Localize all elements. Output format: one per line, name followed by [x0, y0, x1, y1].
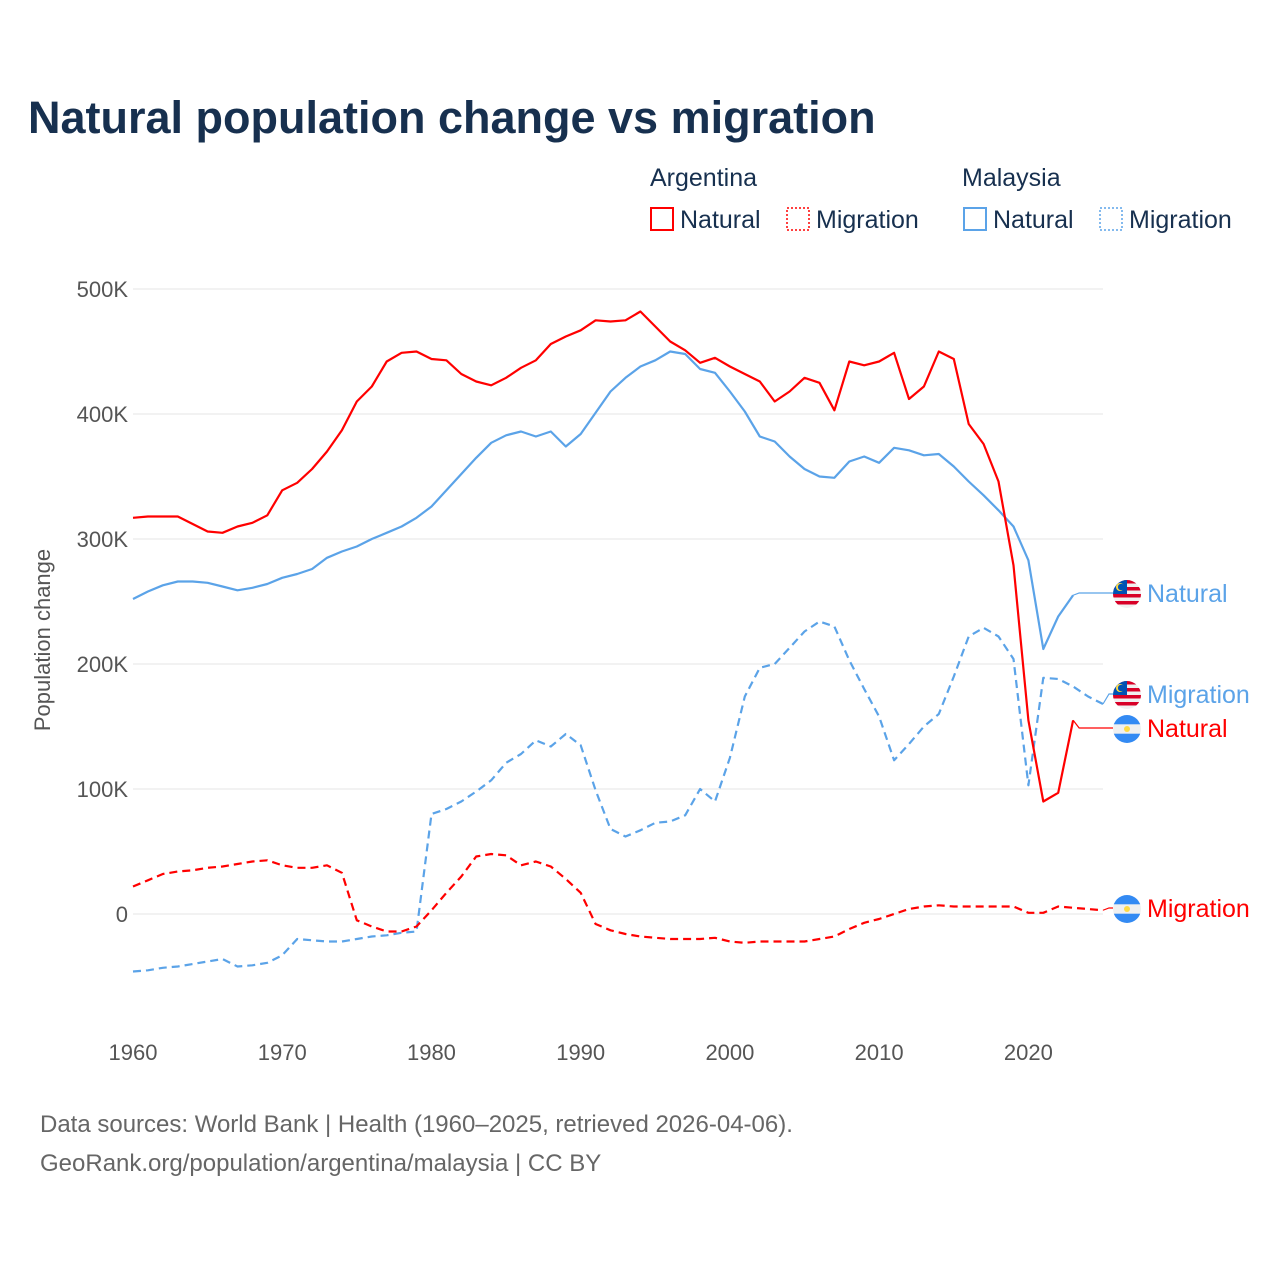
y-tick-label: 400K — [77, 402, 129, 427]
y-tick-label: 0 — [116, 902, 128, 927]
chart-title: Natural population change vs migration — [28, 92, 876, 143]
argentina-flag-icon — [1113, 895, 1141, 923]
legend-item-argentina-natural: Natural — [680, 206, 761, 234]
series-line-argentina-migration — [132, 852, 1104, 944]
flag-crescent-cut — [1117, 684, 1125, 692]
y-tick-label: 100K — [77, 777, 129, 802]
x-tick-label: 2000 — [705, 1040, 754, 1065]
y-axis-title: Population change — [30, 549, 55, 731]
argentina-flag-icon — [1113, 715, 1141, 743]
y-tick-label: 300K — [77, 527, 129, 552]
legend-swatch-malaysia-natural — [963, 207, 987, 231]
legend-group-argentina: Argentina — [650, 164, 757, 192]
y-tick-label: 200K — [77, 652, 129, 677]
x-tick-label: 2010 — [855, 1040, 904, 1065]
end-label-malaysia-natural: Natural — [1072, 580, 1228, 608]
end-label-text: Migration — [1147, 895, 1250, 923]
legend-item-malaysia-migration: Migration — [1129, 206, 1232, 234]
legend-swatch-argentina-migration — [786, 207, 810, 231]
flag-stripe — [1113, 702, 1141, 706]
end-label-argentina-natural: Natural — [1072, 715, 1228, 743]
end-labels: Natural Migration Natural Migration — [1072, 580, 1250, 923]
y-axis: 0 100K 200K 300K 400K 500K — [77, 277, 129, 927]
legend-group-malaysia: Malaysia — [962, 164, 1061, 192]
flag-stripe — [1113, 695, 1141, 699]
legend-swatch-malaysia-migration — [1099, 207, 1123, 231]
flag-band — [1113, 733, 1141, 743]
label-connector — [1072, 719, 1113, 729]
series-line-malaysia-natural — [132, 350, 1074, 651]
flag-band — [1113, 715, 1141, 725]
end-label-text: Migration — [1147, 681, 1250, 709]
label-connector — [1102, 693, 1113, 705]
legend-item-argentina-migration: Migration — [816, 206, 919, 234]
malaysia-flag-icon — [1113, 681, 1141, 709]
legend-item-malaysia-natural: Natural — [993, 206, 1074, 234]
malaysia-flag-icon — [1113, 580, 1141, 608]
series-line-argentina-natural — [132, 310, 1075, 803]
x-tick-label: 2020 — [1004, 1040, 1053, 1065]
flag-sun — [1124, 906, 1130, 912]
label-connector — [1072, 592, 1113, 596]
flag-band — [1113, 913, 1141, 923]
credit-note: GeoRank.org/population/argentina/malaysi… — [40, 1150, 601, 1177]
x-axis: 1960 1970 1980 1990 2000 2010 2020 — [109, 1040, 1053, 1065]
x-tick-label: 1960 — [109, 1040, 158, 1065]
flag-sun — [1124, 726, 1130, 732]
flag-crescent-cut — [1117, 583, 1125, 591]
flag-stripe — [1113, 594, 1141, 598]
end-label-argentina-migration: Migration — [1102, 895, 1250, 923]
legend-swatch-argentina-natural — [650, 207, 674, 231]
x-tick-label: 1970 — [258, 1040, 307, 1065]
end-label-text: Natural — [1147, 715, 1228, 743]
series-line-malaysia-migration — [132, 620, 1104, 973]
label-connector — [1102, 907, 1113, 911]
x-tick-label: 1980 — [407, 1040, 456, 1065]
end-label-malaysia-migration: Migration — [1102, 681, 1250, 709]
series-lines — [132, 310, 1104, 973]
legend: Argentina Natural Migration Malaysia Nat… — [650, 164, 1232, 234]
x-tick-label: 1990 — [556, 1040, 605, 1065]
grid — [133, 288, 1103, 915]
flag-stripe — [1113, 601, 1141, 605]
source-note: Data sources: World Bank | Health (1960–… — [40, 1111, 793, 1138]
flag-band — [1113, 895, 1141, 905]
end-label-text: Natural — [1147, 580, 1228, 608]
y-tick-label: 500K — [77, 277, 129, 302]
